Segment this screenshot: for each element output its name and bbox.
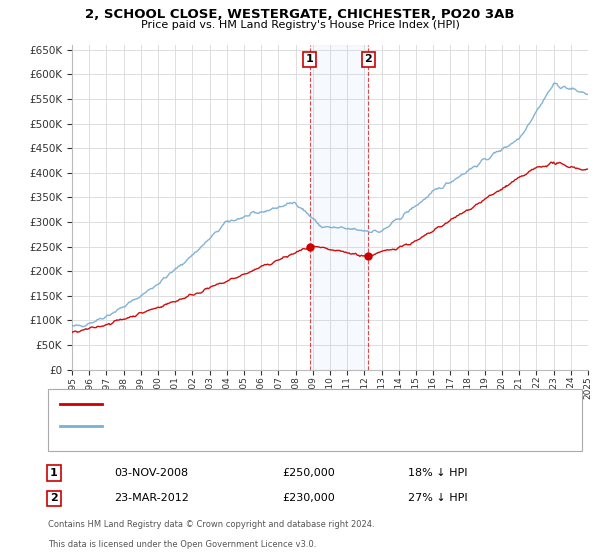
Text: Contains HM Land Registry data © Crown copyright and database right 2024.: Contains HM Land Registry data © Crown c… xyxy=(48,520,374,529)
Text: 23-MAR-2012: 23-MAR-2012 xyxy=(114,493,189,503)
Text: 27% ↓ HPI: 27% ↓ HPI xyxy=(408,493,467,503)
Text: 03-NOV-2008: 03-NOV-2008 xyxy=(114,468,188,478)
Text: £230,000: £230,000 xyxy=(282,493,335,503)
Text: 1: 1 xyxy=(50,468,58,478)
Bar xyxy=(310,45,368,370)
Text: 2: 2 xyxy=(364,54,372,64)
Text: HPI: Average price, detached house, Arun: HPI: Average price, detached house, Arun xyxy=(108,421,312,431)
Text: 2: 2 xyxy=(50,493,58,503)
Text: 1: 1 xyxy=(306,54,314,64)
Text: 2, SCHOOL CLOSE, WESTERGATE, CHICHESTER, PO20 3AB (detached house): 2, SCHOOL CLOSE, WESTERGATE, CHICHESTER,… xyxy=(108,399,481,409)
Text: Price paid vs. HM Land Registry's House Price Index (HPI): Price paid vs. HM Land Registry's House … xyxy=(140,20,460,30)
Text: £250,000: £250,000 xyxy=(282,468,335,478)
Text: 2, SCHOOL CLOSE, WESTERGATE, CHICHESTER, PO20 3AB: 2, SCHOOL CLOSE, WESTERGATE, CHICHESTER,… xyxy=(85,8,515,21)
Text: 18% ↓ HPI: 18% ↓ HPI xyxy=(408,468,467,478)
Text: This data is licensed under the Open Government Licence v3.0.: This data is licensed under the Open Gov… xyxy=(48,540,316,549)
